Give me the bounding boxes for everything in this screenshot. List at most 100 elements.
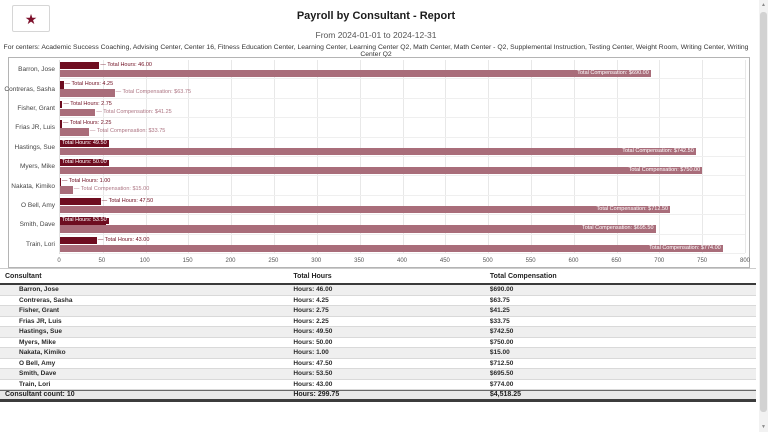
x-tick-label: 200 xyxy=(225,258,236,264)
column-header-total-hours: Total Hours xyxy=(293,272,332,280)
hours-bar xyxy=(60,197,101,206)
x-tick-label: 700 xyxy=(654,258,665,264)
cell-total-compensation: $41.25 xyxy=(489,307,510,315)
x-tick-label: 500 xyxy=(482,258,493,264)
compensation-bar: Total Compensation: $690.00 xyxy=(60,70,651,78)
cell-consultant: Train, Lori xyxy=(19,380,51,388)
hours-bar-label: — Total Hours: 2.75 xyxy=(63,100,112,107)
compensation-bar-label: — Total Compensation: $15.00 xyxy=(73,186,150,193)
compensation-bar xyxy=(60,108,96,117)
table-row: Barron, Jose Hours: 46.00 $690.00 xyxy=(0,285,756,296)
payroll-table: Consultant Total Hours Total Compensatio… xyxy=(0,268,756,402)
consultant-axis-label: O Bell, Amy xyxy=(21,201,55,209)
consultant-axis-label: Barron, Jose xyxy=(18,66,55,74)
hours-bar-label: Total Hours: 50.00 xyxy=(60,159,109,167)
compensation-bar xyxy=(60,89,115,97)
cell-total-hours: Hours: 1.00 xyxy=(293,349,329,357)
scrollbar-thumb[interactable] xyxy=(760,12,767,412)
cell-total-hours: Hours: 50.00 xyxy=(293,338,333,346)
hours-bar-label: Total Hours: 53.50 xyxy=(60,217,109,225)
footer-total-hours: Hours: 299.75 xyxy=(293,391,340,399)
hours-bar: Total Hours: 49.50 xyxy=(60,139,109,148)
report-title: Payroll by Consultant - Report xyxy=(296,10,456,22)
scroll-up-icon[interactable]: ▲ xyxy=(761,2,766,8)
cell-total-hours: Hours: 4.25 xyxy=(293,296,329,304)
cell-total-compensation: $63.75 xyxy=(489,296,510,304)
consultant-axis-label: Nakata, Kimiko xyxy=(11,182,55,190)
vertical-scrollbar[interactable]: ▲ ▼ xyxy=(759,0,768,432)
cell-total-compensation: $33.75 xyxy=(489,317,510,325)
hours-bar xyxy=(60,236,97,245)
compensation-bar xyxy=(60,186,73,194)
gridline xyxy=(745,60,746,253)
chart-row: Total Hours: 53.50 Total Compensation: $6… xyxy=(60,215,745,235)
chart-row: — Total Hours: 2.75— Total Compensation:… xyxy=(60,99,745,119)
cell-total-hours: Hours: 46.00 xyxy=(293,286,333,294)
cell-consultant: Smith, Dave xyxy=(19,370,57,378)
compensation-bar xyxy=(60,128,89,136)
report-date-range: From 2024-01-01 to 2024-12-31 xyxy=(315,30,437,40)
x-tick-label: 0 xyxy=(57,258,61,264)
x-tick-label: 300 xyxy=(311,258,322,264)
column-header-consultant: Consultant xyxy=(5,272,42,280)
hours-bar xyxy=(60,100,63,109)
hours-bar: Total Hours: 53.50 xyxy=(60,217,109,225)
hours-bar-label: — Total Hours: 4.25 xyxy=(64,81,114,88)
cell-total-hours: Hours: 47.50 xyxy=(293,359,333,367)
chart-row: Total Hours: 49.50 Total Compensation: $7… xyxy=(60,138,745,157)
x-tick-label: 600 xyxy=(568,258,579,264)
chart-y-axis-labels: Barron, Jose Contreras, Sasha Fisher, Gran… xyxy=(4,60,59,254)
cell-consultant: O Bell, Amy xyxy=(19,359,56,367)
compensation-bar: Total Compensation: $695.50 xyxy=(60,225,656,233)
compensation-bar: Total Compensation: $742.50 xyxy=(60,147,696,156)
x-tick-label: 800 xyxy=(739,258,751,264)
cell-consultant: Frias JR, Luis xyxy=(19,317,62,325)
x-tick-label: 400 xyxy=(396,258,408,264)
star-icon: ★ xyxy=(24,10,38,27)
cell-total-compensation: $15.00 xyxy=(489,349,510,357)
report-centers-line: For centers: Academic Success Coaching, … xyxy=(3,44,749,58)
hours-bar-label: — Total Hours: 1.00 xyxy=(61,178,111,185)
cell-total-compensation: $712.50 xyxy=(489,359,514,367)
cell-consultant: Myers, Mike xyxy=(19,338,56,346)
cell-consultant: Fisher, Grant xyxy=(19,307,60,315)
cell-total-hours: Hours: 43.00 xyxy=(293,380,333,388)
hours-bar-label: — Total Hours: 2.25 xyxy=(62,120,112,127)
chart-row: — Total Hours: 2.25— Total Compensation:… xyxy=(60,118,745,138)
chart-row: — Total Hours: 1.00— Total Compensation:… xyxy=(60,176,745,196)
compensation-bar-label: Total Compensation: $750.00 xyxy=(628,167,701,174)
cell-total-compensation: $695.50 xyxy=(489,370,514,378)
chart-row: — Total Hours: 4.25— Total Compensation:… xyxy=(60,79,745,99)
table-header-row: Consultant Total Hours Total Compensatio… xyxy=(0,269,756,285)
compensation-bar-label: Total Compensation: $742.50 xyxy=(622,147,694,154)
hours-bar xyxy=(60,178,61,186)
x-tick-label: 550 xyxy=(525,258,536,264)
chart-row: — Total Hours: 46.00 Total Compensation: … xyxy=(60,60,745,80)
footer-consultant-count: Consultant count: 10 xyxy=(5,391,75,399)
consultant-axis-label: Frias JR, Luis xyxy=(15,124,55,132)
table-row: O Bell, Amy Hours: 47.50 $712.50 xyxy=(0,359,756,369)
favorite-button[interactable]: ★ xyxy=(12,5,50,32)
table-row: Contreras, Sasha Hours: 4.25 $63.75 xyxy=(0,296,756,306)
chart-row: — Total Hours: 47.50 Total Compensation: … xyxy=(60,196,745,216)
hours-bar-label: — Total Hours: 46.00 xyxy=(100,62,152,69)
x-tick-label: 350 xyxy=(354,258,365,264)
x-tick-label: 650 xyxy=(611,258,622,264)
scroll-down-icon[interactable]: ▼ xyxy=(761,424,766,430)
cell-total-hours: Hours: 2.25 xyxy=(293,317,329,325)
x-tick-label: 450 xyxy=(439,258,450,264)
table-row: Smith, Dave Hours: 53.50 $695.50 xyxy=(0,369,756,380)
compensation-bar: Total Compensation: $774.00 xyxy=(60,244,723,253)
chart-x-axis: 0 50 100 150 200 250 300 350 400 450 500 550 600 650 7… xyxy=(57,256,750,268)
hours-bar-label: Total Hours: 49.50 xyxy=(60,139,109,147)
x-tick-label: 750 xyxy=(697,258,708,264)
cell-total-hours: Hours: 2.75 xyxy=(293,307,329,315)
payroll-chart: Barron, Jose Contreras, Sasha Fisher, Gran… xyxy=(4,57,750,268)
compensation-bar-label: Total Compensation: $695.50 xyxy=(581,225,654,232)
compensation-bar-label: — Total Compensation: $41.25 xyxy=(96,108,172,115)
consultant-axis-label: Hastings, Sue xyxy=(14,143,55,151)
hours-bar xyxy=(60,62,100,70)
compensation-bar: Total Compensation: $750.00 xyxy=(60,167,703,175)
consultant-axis-label: Myers, Mike xyxy=(19,163,55,171)
chart-row: Total Hours: 50.00 Total Compensation: $7… xyxy=(60,157,745,177)
